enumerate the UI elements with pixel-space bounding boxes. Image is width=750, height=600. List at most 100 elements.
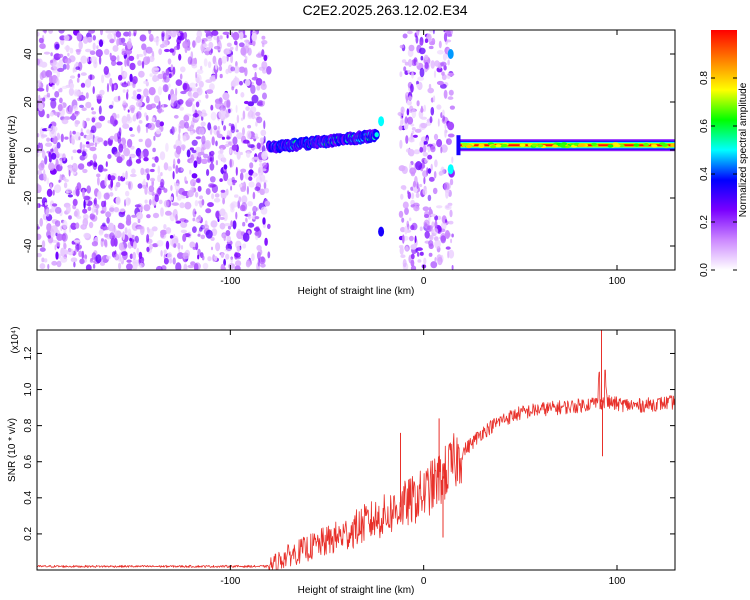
bottom-y-tick-label: 0.6 (23, 454, 34, 468)
noise-blob (155, 119, 161, 128)
noise-blob (245, 39, 250, 48)
noise-blob (447, 133, 455, 138)
noise-blob (253, 227, 260, 232)
bottom-x-tick-label: 0 (421, 576, 427, 587)
noise-blob (258, 172, 262, 177)
noise-blob (252, 136, 260, 140)
noise-blob (176, 252, 184, 260)
noise-blob (184, 121, 190, 129)
noise-blob (48, 162, 55, 171)
noise-blob (427, 146, 431, 153)
strong-signal-fluctuation (537, 144, 544, 148)
noise-blob (74, 120, 81, 125)
noise-blob (67, 52, 70, 57)
noise-blob (95, 49, 103, 58)
noise-blob (181, 191, 189, 196)
noise-blob (428, 30, 435, 33)
noise-blob (430, 163, 433, 171)
noise-blob (47, 263, 50, 270)
noise-blob (248, 181, 255, 188)
noise-blob (113, 32, 116, 42)
noise-blob (92, 153, 98, 161)
colorbar: 0.0 0.2 0.4 0.6 0.8 Normalized spectral ampl… (699, 30, 749, 277)
strong-signal-fluctuation (633, 143, 640, 147)
noise-blob (213, 125, 218, 131)
noise-blob (118, 74, 123, 81)
noise-blob (121, 251, 128, 256)
noise-blob (203, 58, 208, 67)
noise-blob (424, 230, 430, 239)
noise-blob (433, 133, 439, 141)
noise-blob (75, 61, 79, 67)
noise-blob (430, 213, 437, 217)
noise-blob (152, 67, 160, 71)
noise-blob (239, 31, 244, 40)
noise-blob (217, 153, 225, 161)
noise-blob (225, 253, 230, 260)
noise-blob (440, 166, 445, 176)
noise-blob (45, 142, 53, 147)
noise-blob (99, 89, 105, 96)
noise-blob (440, 61, 447, 67)
noise-blob (98, 105, 102, 115)
noise-blob (131, 33, 134, 37)
noise-blob (124, 45, 128, 51)
noise-blob (400, 106, 405, 114)
gap-artifact (447, 164, 454, 175)
noise-blob (422, 152, 428, 157)
top-x-tick-label: -100 (220, 276, 240, 287)
noise-blob (197, 233, 201, 237)
noise-blob (134, 204, 141, 208)
noise-blob (447, 72, 455, 77)
noise-blob (410, 244, 417, 250)
noise-blob (117, 223, 125, 230)
noise-blob (430, 261, 438, 269)
noise-blob (221, 233, 226, 239)
noise-blob (60, 256, 68, 263)
noise-blob (258, 66, 266, 71)
noise-blob (83, 213, 89, 221)
noise-blob (256, 116, 263, 124)
noise-blob (214, 193, 220, 198)
noise-blob (66, 204, 71, 214)
gap-artifact (378, 116, 385, 127)
noise-blob (211, 136, 215, 146)
noise-blob (165, 68, 170, 76)
noise-blob (423, 104, 427, 112)
noise-blob (448, 220, 454, 225)
noise-blob (111, 228, 116, 234)
gap-artifact (447, 49, 454, 59)
noise-blob (244, 67, 248, 77)
noise-blob (195, 242, 199, 251)
figure-title: C2E2.2025.263.12.02.E34 (302, 2, 467, 18)
noise-blob (436, 80, 444, 86)
noise-blob (445, 246, 451, 250)
noise-blob (240, 185, 246, 192)
noise-blob (163, 76, 170, 83)
noise-blob (245, 260, 251, 268)
noise-blob (59, 97, 63, 104)
noise-blob (260, 256, 265, 263)
noise-blob (116, 156, 123, 164)
noise-blob (88, 30, 95, 34)
noise-blob (99, 261, 106, 266)
noise-blob (168, 83, 171, 88)
noise-blob (411, 222, 418, 231)
noise-blob (52, 189, 55, 196)
noise-blob (187, 97, 195, 103)
noise-blob (213, 198, 221, 203)
noise-blob (174, 182, 180, 192)
noise-blob (252, 191, 256, 200)
noise-blob (434, 239, 441, 249)
noise-blob (253, 171, 256, 179)
noise-blob (74, 90, 82, 96)
noise-blob (154, 194, 159, 203)
noise-blob (399, 44, 405, 49)
noise-blob (163, 200, 170, 208)
noise-blob (175, 164, 179, 174)
noise-blob (440, 144, 448, 153)
noise-blob (73, 239, 81, 243)
noise-blob (206, 35, 213, 42)
noise-blob (46, 177, 50, 185)
noise-blob (419, 146, 424, 153)
